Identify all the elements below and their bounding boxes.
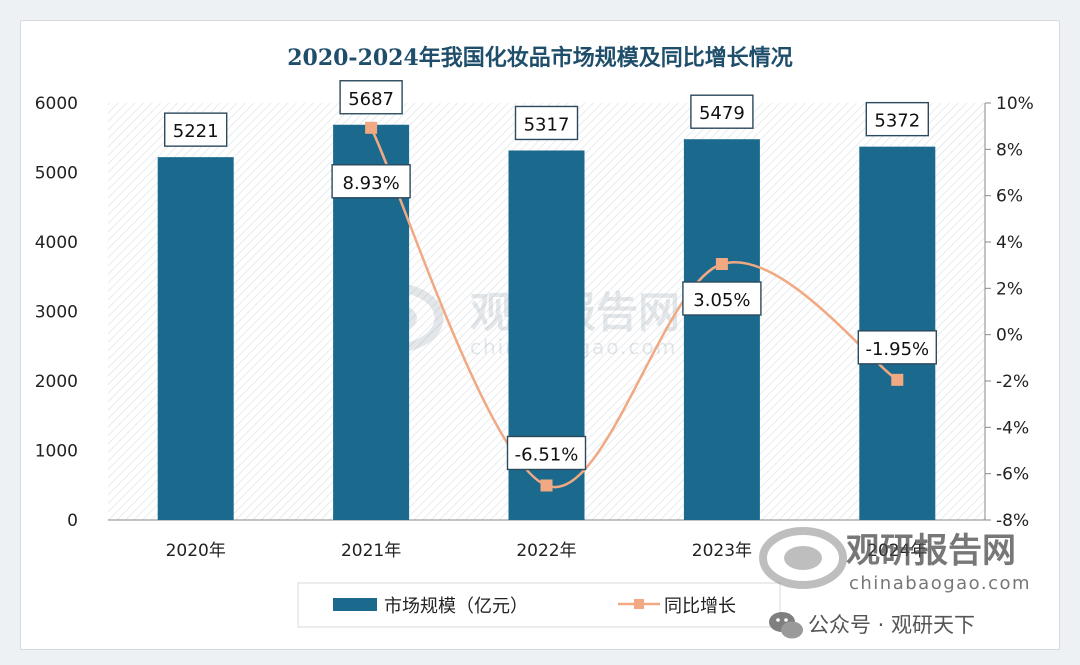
growth-label: 8.93%	[343, 173, 400, 194]
bar-label: 5221	[173, 121, 219, 142]
right-tick-label: 2%	[996, 279, 1023, 299]
x-tick-label: 2022年	[516, 541, 576, 561]
bar-label-box	[514, 105, 579, 141]
bar-label-box	[865, 101, 929, 137]
bar-label-box	[690, 94, 754, 129]
x-tick-label: 2021年	[341, 541, 401, 561]
wechat-icon	[769, 612, 803, 639]
right-tick-label: 0%	[996, 326, 1023, 346]
wechat-text: 公众号 · 观研天下	[808, 613, 975, 637]
legend-bar-label: 市场规模（亿元）	[384, 596, 528, 617]
bar-label: 5317	[524, 114, 570, 135]
corner-url: chinabaogao.com	[849, 573, 1031, 594]
bar-label-box	[339, 80, 403, 115]
legend-line-label: 同比增长	[664, 596, 736, 617]
right-tick-label: -2%	[996, 372, 1029, 392]
bar-label: 5479	[699, 103, 745, 124]
bar-label-box	[163, 112, 228, 147]
growth-label-box	[857, 330, 937, 365]
growth-marker	[715, 258, 728, 271]
right-tick-label: 4%	[996, 233, 1023, 253]
legend-bar-swatch	[333, 598, 377, 611]
left-tick-label: 4000	[35, 233, 78, 253]
line-labels: 8.93% -6.51% 3.05% -1.95%	[331, 164, 937, 471]
left-tick-label: 0	[67, 511, 78, 531]
growth-label: 3.05%	[693, 290, 750, 311]
bar-labels: 5221 5687 5317 5479 5372	[163, 80, 929, 147]
x-tick-label: 2020年	[166, 541, 226, 561]
growth-label: -6.51%	[515, 444, 579, 465]
growth-label-box	[682, 281, 762, 316]
right-tick-label: -4%	[996, 418, 1029, 438]
growth-label-box	[506, 435, 587, 471]
x-axis: 2020年 2021年 2022年 2023年 2024年	[166, 541, 928, 561]
growth-label-box	[331, 164, 411, 199]
right-tick-label: 6%	[996, 187, 1023, 207]
growth-marker	[891, 373, 904, 386]
left-tick-label: 3000	[35, 303, 78, 323]
right-tick-label: 10%	[996, 94, 1034, 114]
bar	[157, 157, 234, 520]
left-axis: 0 1000 2000 3000 4000 5000 6000	[35, 94, 78, 531]
growth-marker	[365, 121, 378, 134]
left-tick-label: 6000	[35, 94, 78, 114]
corner-logo-icon	[759, 527, 847, 589]
bar-label: 5687	[348, 89, 394, 110]
growth-marker	[540, 479, 553, 492]
right-tick-label: -6%	[996, 465, 1029, 485]
x-tick-label: 2023年	[692, 541, 752, 561]
right-tick-label: 8%	[996, 140, 1023, 160]
legend: 市场规模（亿元） 同比增长	[297, 582, 781, 628]
legend-line-marker	[634, 599, 644, 609]
left-tick-label: 2000	[35, 372, 78, 392]
right-tick-label: -8%	[996, 511, 1029, 531]
bar-label: 5372	[874, 111, 920, 132]
right-axis: -8% -6% -4% -2% 0% 2% 4% 6% 8% 10%	[985, 94, 1034, 531]
line-series	[365, 121, 904, 492]
wechat-credit: 公众号 · 观研天下	[769, 612, 975, 639]
x-tick-label: 2024年	[867, 541, 927, 561]
legend-box	[297, 582, 781, 628]
growth-line	[369, 127, 898, 489]
corner-watermark: 观研报告网 chinabaogao.com	[759, 527, 1031, 594]
left-tick-label: 1000	[35, 442, 78, 462]
growth-label: -1.95%	[865, 339, 929, 360]
chart-title: 2020-2024年我国化妆品市场规模及同比增长情况	[287, 45, 793, 71]
corner-brand: 观研报告网	[846, 531, 1016, 571]
left-tick-label: 5000	[35, 164, 78, 184]
bar	[683, 139, 760, 520]
